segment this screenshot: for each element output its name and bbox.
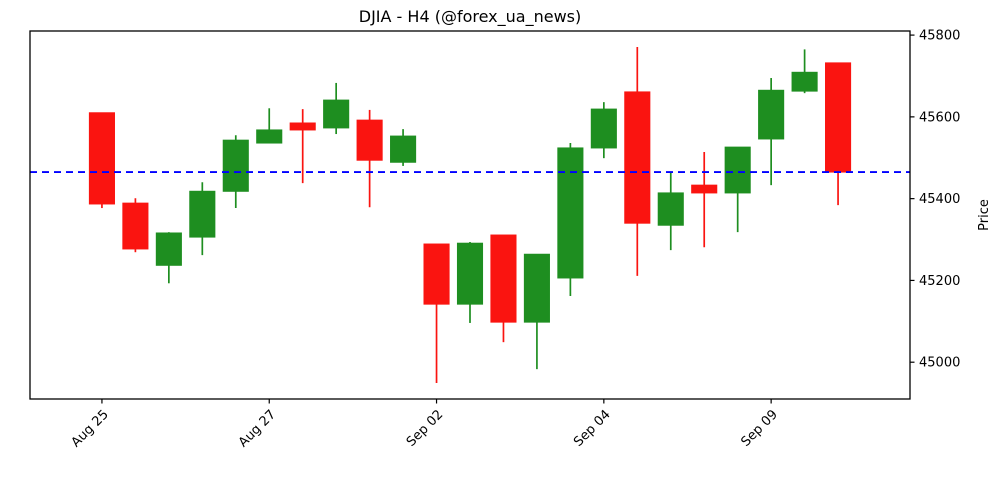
candle-body bbox=[289, 122, 316, 131]
y-tick-label: 45200 bbox=[919, 274, 960, 289]
candle-body bbox=[758, 89, 785, 140]
chart-title: DJIA - H4 (@forex_ua_news) bbox=[359, 7, 581, 27]
y-tick-label: 45000 bbox=[919, 356, 960, 371]
plot-area: 45000 45200 45400 45600 45800 Aug 25 Aug 27 Sep… bbox=[29, 29, 960, 450]
candle-body bbox=[724, 146, 751, 194]
candle-body bbox=[791, 71, 818, 92]
candle-body bbox=[155, 232, 182, 266]
candle-body bbox=[256, 129, 283, 144]
candle-body bbox=[590, 108, 617, 149]
candle-body bbox=[456, 242, 484, 305]
candle-body bbox=[122, 202, 149, 250]
x-tick-label: Sep 02 bbox=[404, 407, 447, 450]
x-tick-label: Aug 25 bbox=[69, 407, 112, 450]
candle-body bbox=[423, 243, 450, 305]
x-tick-label: Sep 04 bbox=[571, 407, 614, 450]
y-tick-label: 45600 bbox=[919, 110, 960, 125]
candle-body bbox=[390, 135, 417, 163]
candle-body bbox=[691, 184, 718, 194]
candle-body bbox=[657, 192, 684, 226]
candle-body bbox=[356, 119, 383, 161]
candle-body bbox=[557, 147, 584, 279]
candle-body bbox=[523, 253, 550, 323]
candle-body bbox=[222, 139, 249, 192]
candle-body bbox=[323, 99, 350, 129]
x-tick-label: Aug 27 bbox=[236, 407, 279, 450]
y-tick-label: 45800 bbox=[919, 29, 960, 44]
x-tick-label: Sep 09 bbox=[738, 407, 781, 450]
candle-body bbox=[189, 190, 216, 238]
candle-body bbox=[88, 112, 115, 205]
candle-body bbox=[490, 234, 517, 323]
candle-body bbox=[825, 62, 852, 173]
y-tick-label: 45400 bbox=[919, 192, 960, 207]
y-axis-label: Price bbox=[977, 199, 992, 231]
candle-body bbox=[624, 91, 651, 224]
plot-border bbox=[29, 30, 911, 400]
